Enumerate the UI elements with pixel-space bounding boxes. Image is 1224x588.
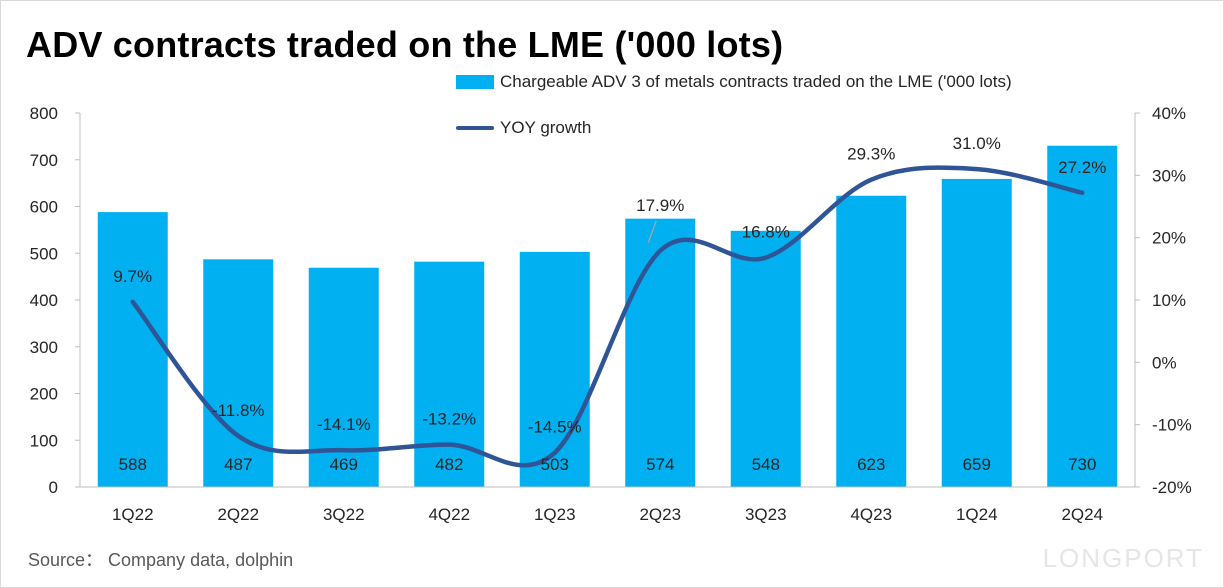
legend-bar-swatch [456,75,494,89]
y-left-tick-label: 400 [30,291,58,310]
bar-data-label: 487 [224,455,252,474]
bar-data-label: 482 [435,455,463,474]
chart-title: ADV contracts traded on the LME ('000 lo… [26,24,784,65]
yoy-data-label: 16.8% [742,223,790,242]
bar [1047,145,1118,487]
bar-data-label: 588 [119,455,147,474]
x-tick-label: 3Q23 [745,505,787,524]
yoy-data-label: 31.0% [953,134,1001,153]
x-tick-label: 2Q24 [1061,505,1103,524]
bar [414,261,485,487]
bar-data-label: 469 [330,455,358,474]
x-tick-label: 3Q22 [323,505,365,524]
y-left-tick-label: 800 [30,104,58,123]
y-right-tick-label: 20% [1152,229,1186,248]
y-right-tick-label: 40% [1152,104,1186,123]
x-tick-label: 4Q22 [428,505,470,524]
bar [941,178,1012,488]
bar [203,259,274,487]
yoy-data-label: -11.8% [212,401,265,420]
yoy-data-label: -14.5% [528,418,582,437]
bar-data-label: 730 [1068,455,1096,474]
yoy-data-label: 27.2% [1058,158,1106,177]
y-right-tick-label: -10% [1152,416,1192,435]
bar [836,195,907,487]
legend-bar-label: Chargeable ADV 3 of metals contracts tra… [500,72,1012,91]
y-left-tick-label: 200 [30,385,58,404]
line-layer [130,165,1085,468]
legend-line-entry: YOY growth [456,118,591,138]
source-note: Source： Company data, dolphin [28,550,294,570]
axes-layer: 0 100 200 300 400 500 600 700 800 -20% -10% 0% 10% 20… [30,104,1192,524]
yoy-data-label: -14.1% [317,415,371,434]
y-right-tick-label: -20% [1152,478,1192,497]
y-left-tick-label: 100 [30,431,58,450]
y-left-tick-label: 500 [30,244,58,263]
y-right-tick-label: 10% [1152,291,1186,310]
y-left-tick-label: 700 [30,151,58,170]
yoy-growth-line [130,165,1085,468]
yoy-data-label: -13.2% [422,410,476,429]
legend-line-label: YOY growth [500,118,592,137]
bar-data-label: 623 [857,455,885,474]
bar-data-label: 548 [752,455,780,474]
bar [519,251,590,487]
y-right-tick-label: 30% [1152,166,1186,185]
y-left-tick-label: 600 [30,198,58,217]
bars-layer [97,145,1118,488]
bar-data-label: 503 [541,455,569,474]
bar-data-label: 574 [646,455,674,474]
y-left-tick-label: 300 [30,338,58,357]
bar-data-label: 659 [963,455,991,474]
yoy-data-label: 17.9% [636,196,684,215]
y-left-tick-label: 0 [49,478,58,497]
bar [625,218,696,487]
x-tick-label: 1Q24 [956,505,998,524]
x-tick-label: 2Q22 [217,505,259,524]
x-tick-label: 2Q23 [639,505,681,524]
x-tick-label: 4Q23 [850,505,892,524]
legend-line-swatch [456,126,494,130]
bar [730,230,801,487]
y-right-tick-label: 0% [1152,353,1177,372]
x-tick-label: 1Q22 [112,505,154,524]
labels-layer: 588 487 469 482 503 574 548 623 659 730 9.7% -11.8%… [113,134,1106,474]
watermark-logo: LONGPORT [1042,543,1204,573]
label-leader-line [647,220,657,243]
yoy-data-label: 9.7% [113,267,152,286]
x-tick-label: 1Q23 [534,505,576,524]
bar [97,212,168,488]
legend-bar-entry: Chargeable ADV 3 of metals contracts tra… [456,72,1012,92]
yoy-data-label: 29.3% [847,145,895,164]
